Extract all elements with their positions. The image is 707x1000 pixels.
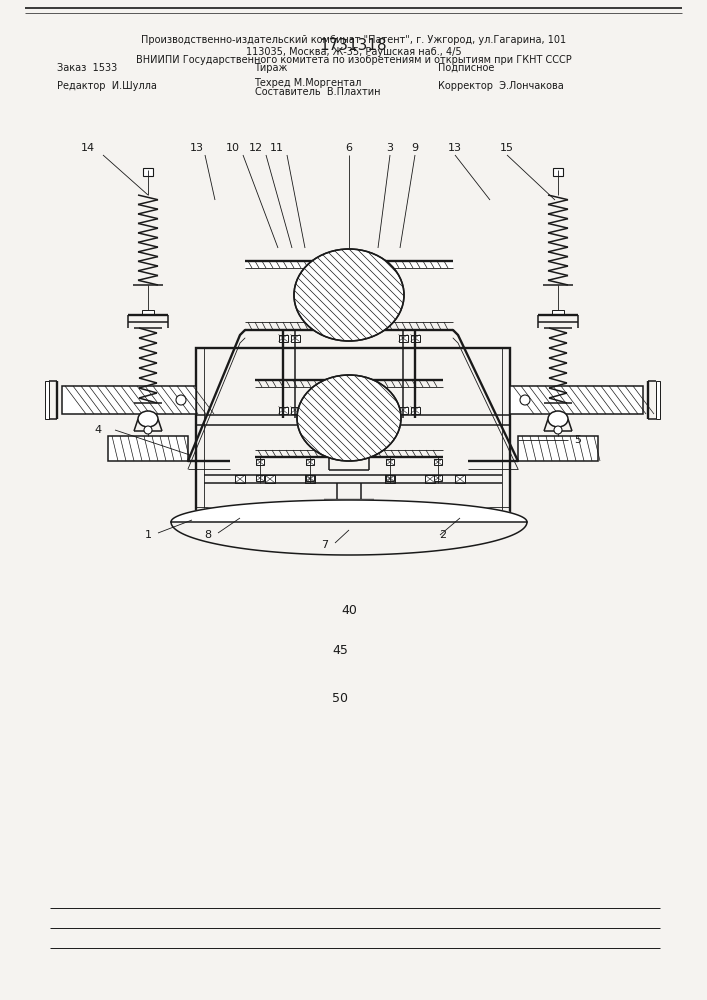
Bar [518,436,598,461]
Bar [411,334,419,342]
Text: 113035, Москва, Ж-35, Раушская наб., 4/5: 113035, Москва, Ж-35, Раушская наб., 4/5 [246,47,461,57]
Text: Корректор  Э.Лончакова: Корректор Э.Лончакова [438,81,564,91]
Bar [399,406,407,414]
Text: 50: 50 [332,692,348,704]
Bar [291,406,300,414]
Bar [279,406,288,414]
Bar [196,348,510,515]
Text: Составитель  В.Плахтин: Составитель В.Плахтин [255,87,380,97]
Bar [305,475,315,483]
Ellipse shape [554,426,562,434]
Bar [143,168,153,176]
Text: 9: 9 [411,143,419,153]
Bar [386,459,394,465]
Bar [279,334,288,342]
Bar [425,475,435,483]
Bar [510,386,643,414]
Bar [306,475,314,481]
Text: Подписное: Подписное [438,63,495,73]
Bar [434,475,442,481]
Text: 12: 12 [249,143,263,153]
Bar [245,261,453,268]
Bar [553,168,563,176]
Text: 10: 10 [226,143,240,153]
Text: 15: 15 [500,143,514,153]
Bar [455,475,465,483]
Bar [306,459,314,465]
Text: 3: 3 [387,143,394,153]
Text: 14: 14 [81,143,95,153]
Ellipse shape [294,249,404,341]
Bar [552,310,564,315]
Bar [45,381,49,419]
Polygon shape [171,500,527,522]
Text: 13: 13 [448,143,462,153]
Text: 45: 45 [332,644,348,656]
Text: 6: 6 [346,143,353,153]
Bar [62,386,196,414]
Bar [291,334,300,342]
Text: Редактор  И.Шулла: Редактор И.Шулла [57,81,156,91]
Bar [399,334,407,342]
Ellipse shape [138,411,158,427]
Text: 2: 2 [440,530,447,540]
Bar [142,310,154,315]
Bar [386,475,394,481]
Bar [256,459,264,465]
Text: 1: 1 [144,530,151,540]
Ellipse shape [297,375,401,461]
Bar [108,436,188,461]
Text: 11: 11 [270,143,284,153]
Text: 8: 8 [204,530,211,540]
Ellipse shape [548,411,568,427]
Text: Заказ  1533: Заказ 1533 [57,63,117,73]
Ellipse shape [144,426,152,434]
Bar [265,475,275,483]
Bar [385,475,395,483]
Text: 13: 13 [190,143,204,153]
Text: ВНИИПИ Государственного комитета по изобретениям и открытиям при ГКНТ СССР: ВНИИПИ Государственного комитета по изоб… [136,55,571,65]
Bar [235,475,245,483]
Text: 40: 40 [341,603,357,616]
Text: 7: 7 [322,540,329,550]
Text: 5: 5 [575,435,581,445]
Text: 4: 4 [95,425,102,435]
Text: Производственно-издательский комбинат "Патент", г. Ужгород, ул.Гагарина, 101: Производственно-издательский комбинат "П… [141,35,566,45]
Text: 1731318: 1731318 [319,37,387,52]
Text: Тираж: Тираж [255,63,288,73]
Bar [256,475,264,481]
Bar [434,459,442,465]
Bar [411,406,419,414]
Text: Техред М.Моргентал: Техред М.Моргентал [255,78,362,88]
Bar [656,381,660,419]
Ellipse shape [176,395,186,405]
Ellipse shape [520,395,530,405]
